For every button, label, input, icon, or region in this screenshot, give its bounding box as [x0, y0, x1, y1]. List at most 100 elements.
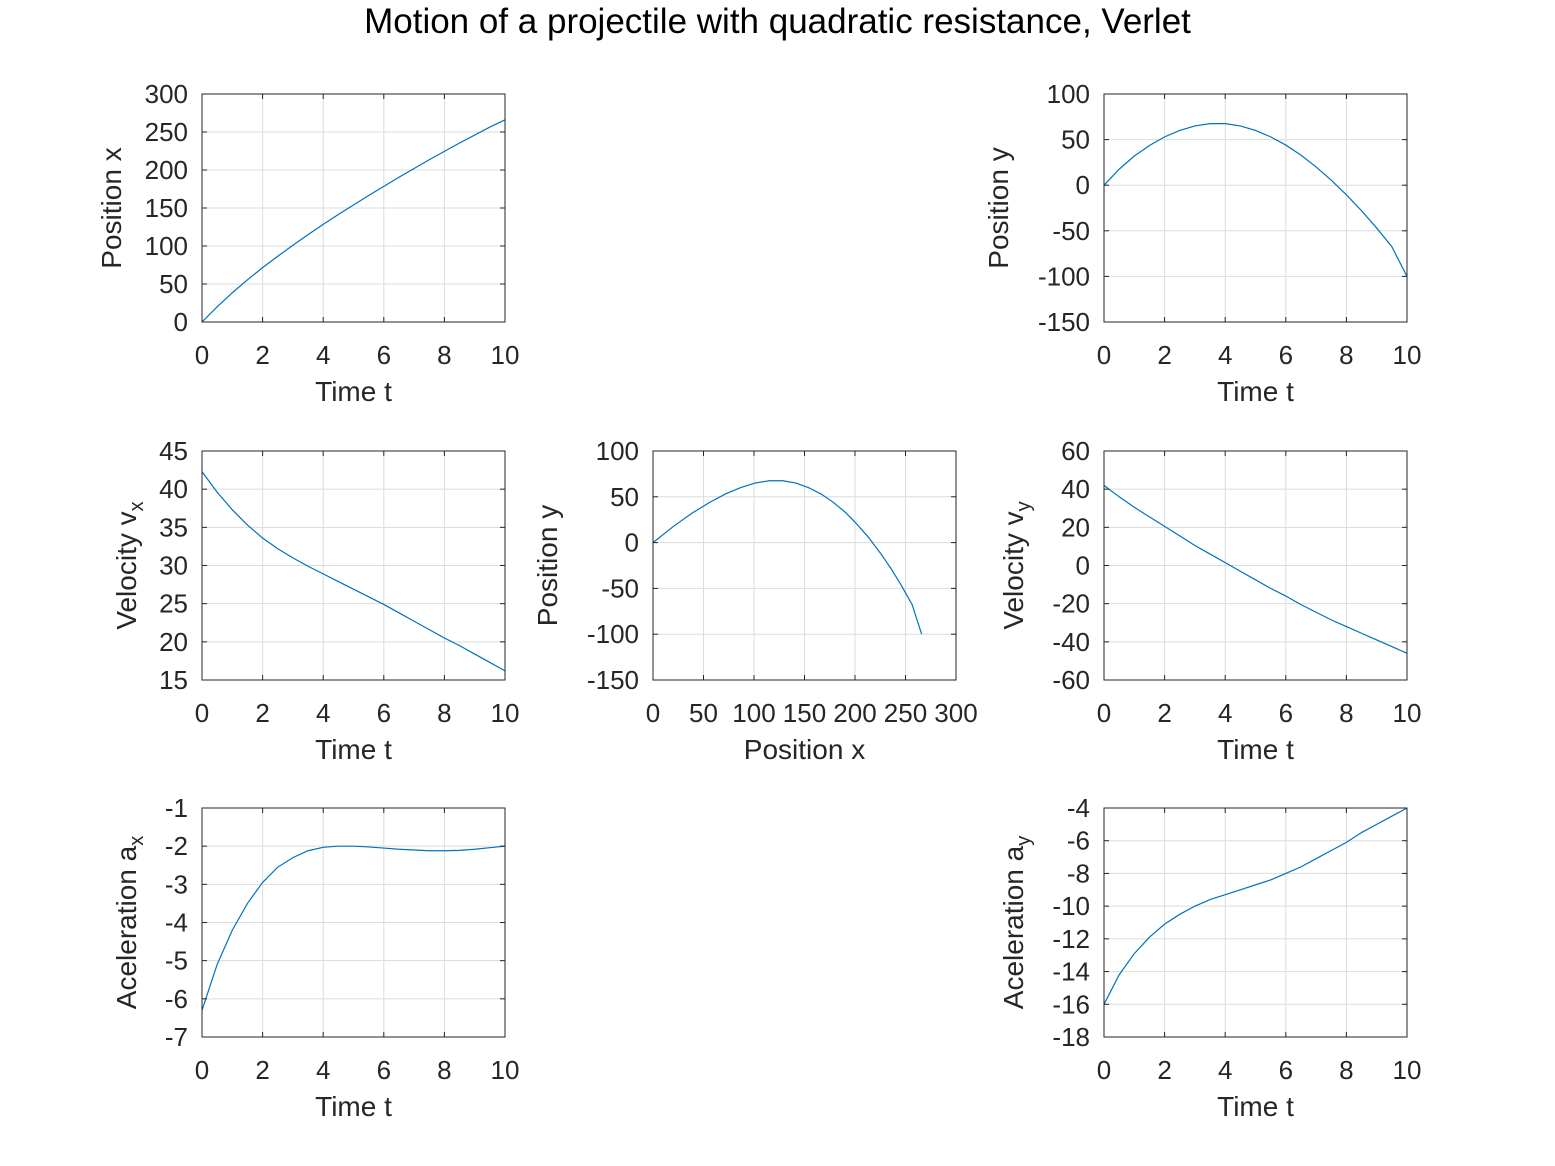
- y-tick-label: -150: [1038, 307, 1090, 337]
- subplot-vx_t: 0 2 4 6 8 10 15 20 25 30 35 40 45 Time t Velocity vx: [111, 436, 519, 765]
- y-tick-label: -50: [1052, 216, 1090, 246]
- x-axis-label: Time t: [315, 734, 392, 765]
- x-tick-label: 4: [316, 698, 330, 728]
- x-tick-label: 6: [1279, 698, 1293, 728]
- y-tick-label: 100: [596, 436, 639, 466]
- y-tick-label: -60: [1052, 665, 1090, 695]
- y-tick-label: -20: [1052, 589, 1090, 619]
- y-tick-label: 15: [159, 665, 188, 695]
- x-tick-label: 100: [732, 698, 775, 728]
- x-tick-label: 4: [1218, 1055, 1232, 1085]
- y-tick-label: -16: [1052, 989, 1090, 1019]
- y-tick-label: -150: [587, 665, 639, 695]
- x-tick-label: 200: [833, 698, 876, 728]
- x-tick-label: 2: [255, 340, 269, 370]
- series-line-x_t: [201, 119, 506, 323]
- y-tick-label: 0: [1076, 170, 1090, 200]
- y-tick-label: 20: [1061, 512, 1090, 542]
- x-axis-label: Time t: [1217, 734, 1294, 765]
- y-axis-label: Position x: [96, 147, 127, 268]
- y-tick-label: 200: [145, 155, 188, 185]
- y-tick-label: -2: [165, 831, 188, 861]
- series-line-vy_t: [1103, 484, 1408, 654]
- x-tick-label: 10: [1393, 340, 1422, 370]
- y-tick-label: -10: [1052, 891, 1090, 921]
- y-tick-label: 20: [159, 627, 188, 657]
- series-line-y_t: [1103, 123, 1408, 277]
- series-line-y_x: [652, 480, 923, 635]
- y-axis-label-subscript: x: [126, 836, 148, 846]
- x-tick-label: 0: [195, 1055, 209, 1085]
- y-tick-label: -7: [165, 1022, 188, 1052]
- plot-area: [1104, 808, 1407, 1037]
- x-tick-label: 4: [1218, 340, 1232, 370]
- x-tick-label: 0: [1097, 698, 1111, 728]
- y-tick-label: 50: [159, 269, 188, 299]
- x-tick-label: 2: [1157, 1055, 1171, 1085]
- x-tick-label: 2: [255, 698, 269, 728]
- y-axis-label: Velocity vx: [111, 501, 148, 629]
- y-axis-label-subscript: y: [1013, 501, 1035, 511]
- y-tick-label: -4: [165, 908, 188, 938]
- subplot-y_x: 0 50 100 150 200 250 300-150-100-50050100Posit…: [532, 436, 978, 765]
- y-tick-label: 25: [159, 589, 188, 619]
- y-tick-label: -14: [1052, 957, 1090, 987]
- axes-box: [1103, 807, 1408, 1038]
- y-axis-label: Position y: [532, 505, 563, 626]
- y-tick-label: -5: [165, 946, 188, 976]
- y-axis-label-text: Aceleration a: [111, 845, 142, 1009]
- x-tick-label: 0: [195, 340, 209, 370]
- x-axis-label: Time t: [1217, 1091, 1294, 1122]
- x-tick-label: 10: [1393, 1055, 1422, 1085]
- x-tick-label: 0: [1097, 1055, 1111, 1085]
- y-tick-label: 100: [145, 231, 188, 261]
- x-tick-label: 2: [1157, 340, 1171, 370]
- y-tick-label: 50: [610, 482, 639, 512]
- y-tick-label: 0: [625, 528, 639, 558]
- x-tick-label: 6: [377, 340, 391, 370]
- y-tick-label: -12: [1052, 924, 1090, 954]
- x-axis-label: Position x: [744, 734, 865, 765]
- y-tick-label: 300: [145, 79, 188, 109]
- y-axis-label-text: Aceleration a: [998, 845, 1029, 1009]
- y-tick-label: -100: [1038, 261, 1090, 291]
- y-tick-label: 30: [159, 551, 188, 581]
- y-axis-label-text: Position x: [96, 147, 127, 268]
- y-tick-label: 50: [1061, 125, 1090, 155]
- y-tick-label: -6: [165, 984, 188, 1014]
- x-tick-label: 8: [1339, 1055, 1353, 1085]
- subplot-vy_t: 0 2 4 6 8 10 -60 -40 -20 0 20 40 60 Time t Velocity vy: [998, 436, 1421, 765]
- y-tick-label: -4: [1067, 793, 1090, 823]
- y-tick-label: -100: [587, 619, 639, 649]
- x-tick-label: 8: [1339, 340, 1353, 370]
- y-axis-label: Aceleration ax: [111, 836, 148, 1009]
- x-tick-label: 8: [1339, 698, 1353, 728]
- y-tick-label: 35: [159, 512, 188, 542]
- x-tick-label: 10: [491, 1055, 520, 1085]
- y-tick-label: -18: [1052, 1022, 1090, 1052]
- x-tick-label: 0: [195, 698, 209, 728]
- y-tick-label: -1: [165, 793, 188, 823]
- y-tick-label: -50: [601, 573, 639, 603]
- x-tick-label: 250: [884, 698, 927, 728]
- x-tick-label: 6: [1279, 1055, 1293, 1085]
- subplot-ax_t: 0 2 4 6 8 10 -7 -6 -5 -4 -3 -2 -1 Time t Aceleration a…: [111, 793, 519, 1122]
- subplot-ay_t: 0 2 4 6 8 10 -18-16-14-12-10-8-6-4 Time t Aceler…: [998, 793, 1421, 1122]
- y-axis-label: Aceleration ay: [998, 836, 1035, 1009]
- y-tick-label: 40: [1061, 474, 1090, 504]
- y-axis-label-text: Position y: [983, 147, 1014, 268]
- y-tick-label: 60: [1061, 436, 1090, 466]
- x-tick-label: 0: [646, 698, 660, 728]
- y-axis-label: Velocity vy: [998, 501, 1035, 629]
- y-axis-label-text: Velocity v: [111, 511, 142, 629]
- x-tick-label: 6: [377, 1055, 391, 1085]
- series-line-ax_t: [201, 845, 506, 1011]
- y-tick-label: -6: [1067, 826, 1090, 856]
- x-tick-label: 6: [377, 698, 391, 728]
- series-line-vx_t: [201, 471, 506, 672]
- axes-box: [1103, 93, 1408, 323]
- x-tick-label: 300: [934, 698, 977, 728]
- x-tick-label: 2: [1157, 698, 1171, 728]
